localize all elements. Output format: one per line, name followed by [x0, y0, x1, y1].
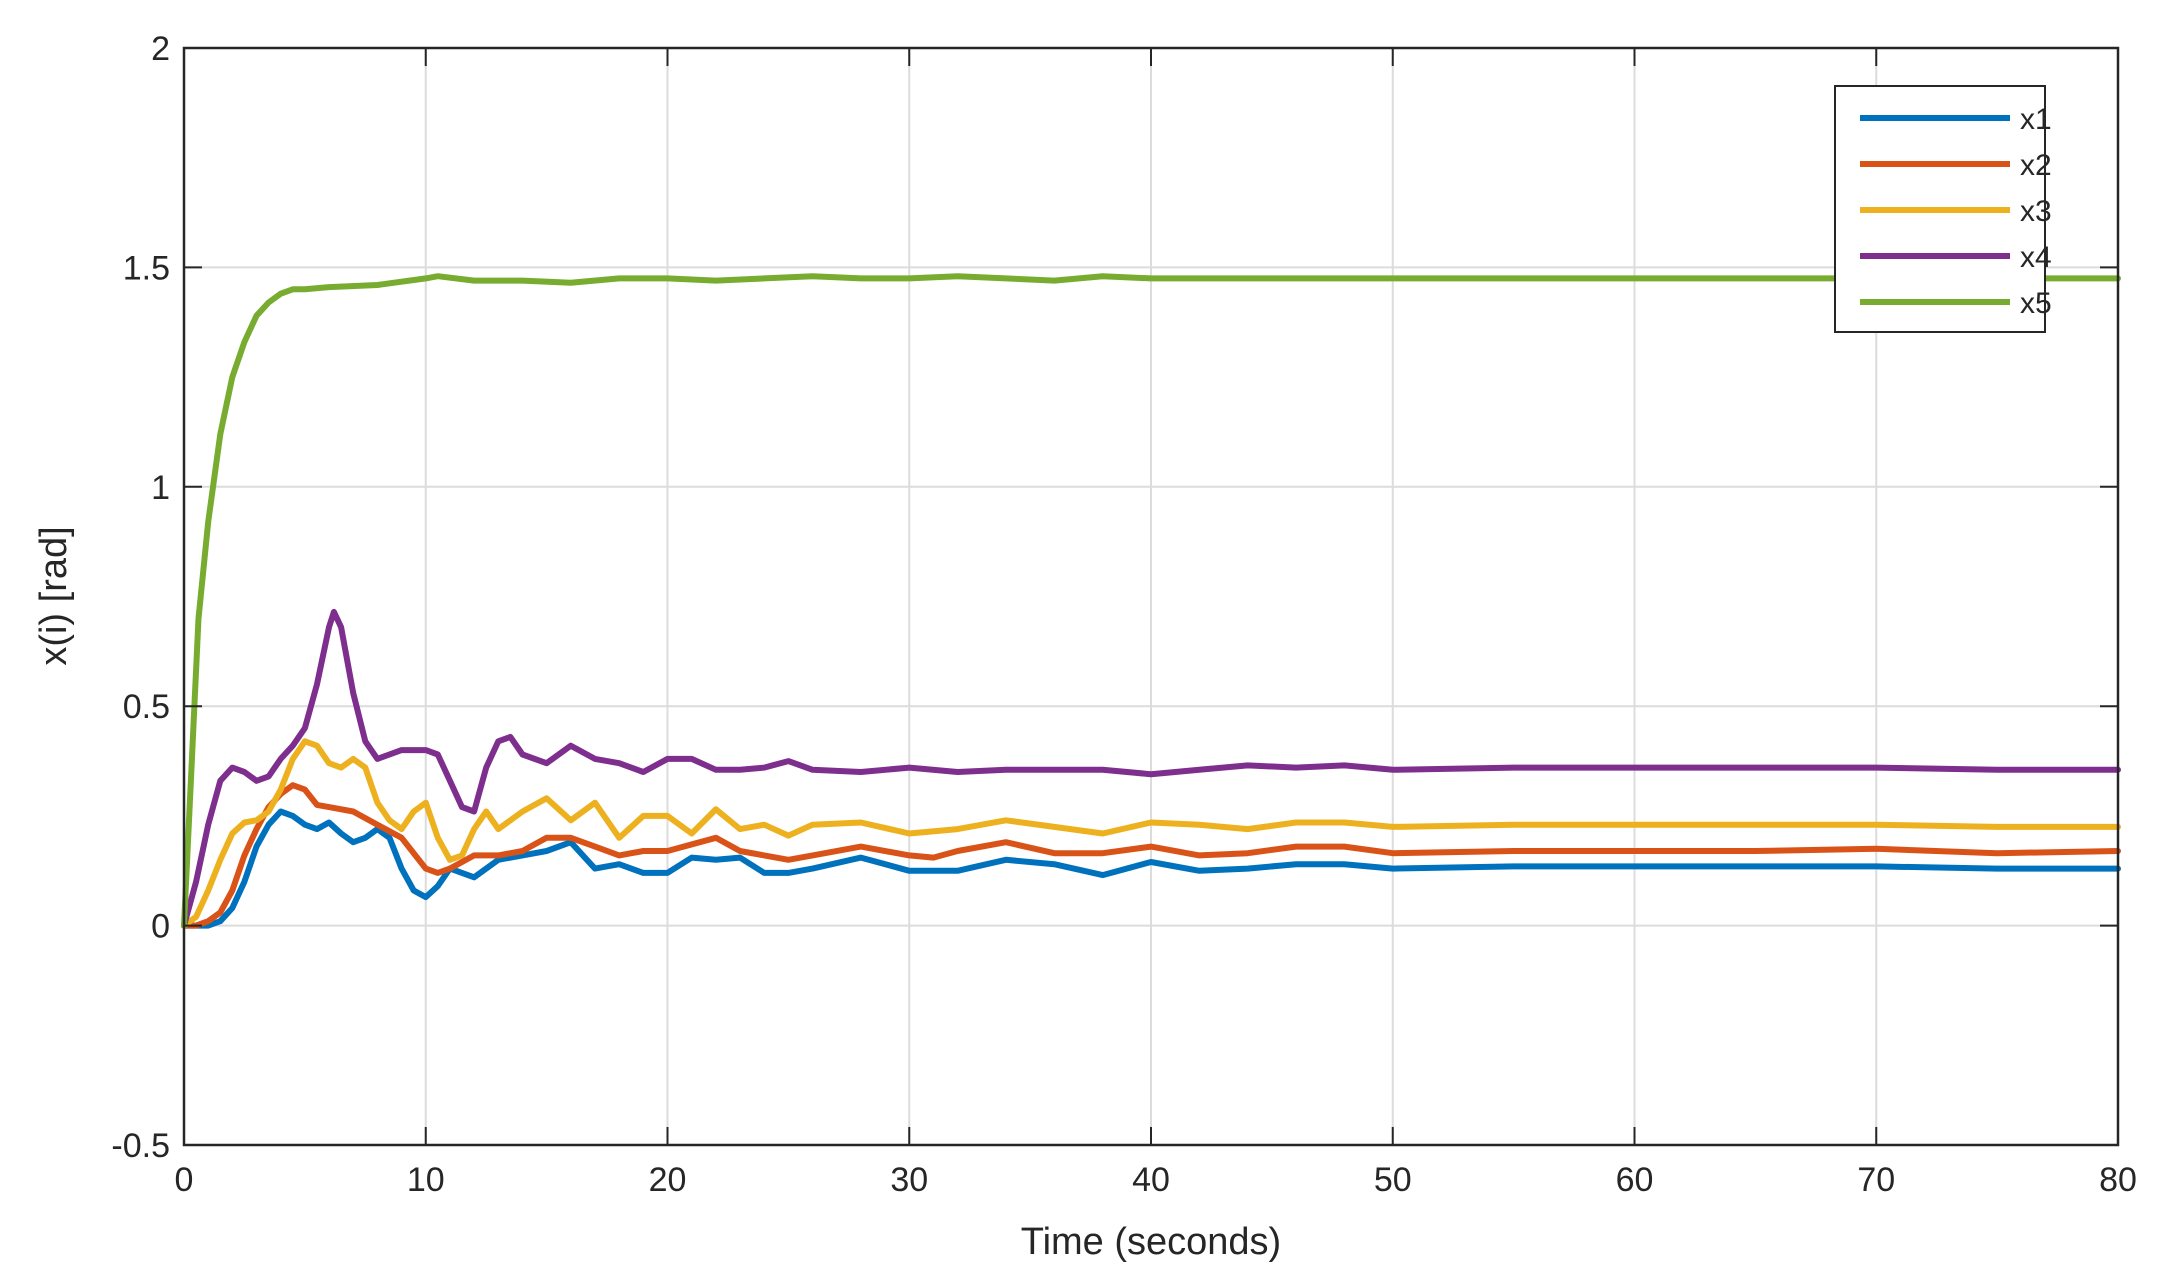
x-tick-label: 30 [890, 1161, 928, 1199]
y-tick-label: 0.5 [123, 688, 170, 726]
series-line-x4 [181, 608, 2121, 929]
series-line-x3 [181, 738, 2121, 929]
y-tick-label: 1.5 [123, 249, 170, 287]
x-tick-label: 50 [1374, 1161, 1412, 1199]
x-tick-label: 20 [649, 1161, 687, 1199]
series-line-x1 [181, 808, 2121, 929]
y-tick-labels: -0.5 0 0.5 1 1.5 2 [111, 30, 170, 1165]
y-axis-label: x(i) [rad] [33, 526, 75, 665]
series-line-x5 [181, 273, 2121, 929]
y-tick-label: 2 [151, 30, 170, 68]
axis-ticks [183, 47, 2119, 1146]
y-tick-label: -0.5 [111, 1127, 170, 1165]
legend-label-x5: x5 [2020, 287, 2052, 320]
series-line-x2 [181, 782, 2121, 929]
x-tick-label: 80 [2099, 1161, 2137, 1199]
y-tick-label: 1 [151, 469, 170, 507]
x-tick-label: 70 [1857, 1161, 1895, 1199]
x-tick-label: 40 [1132, 1161, 1170, 1199]
x-tick-label: 0 [175, 1161, 194, 1199]
grid-lines [184, 48, 2118, 1145]
legend-label-x2: x2 [2020, 149, 2052, 182]
legend-label-x1: x1 [2020, 103, 2052, 136]
legend-label-x3: x3 [2020, 195, 2052, 228]
y-tick-label: 0 [151, 908, 170, 946]
series-lines [181, 273, 2121, 929]
x-tick-label: 60 [1616, 1161, 1654, 1199]
legend-label-x4: x4 [2020, 241, 2052, 274]
x-axis-label: Time (seconds) [1021, 1221, 1281, 1263]
x-tick-label: 10 [407, 1161, 445, 1199]
x-tick-labels: 0 10 20 30 40 50 60 70 80 [175, 1161, 2137, 1199]
legend: x1 x2 x3 x4 x5 [1834, 85, 2052, 333]
